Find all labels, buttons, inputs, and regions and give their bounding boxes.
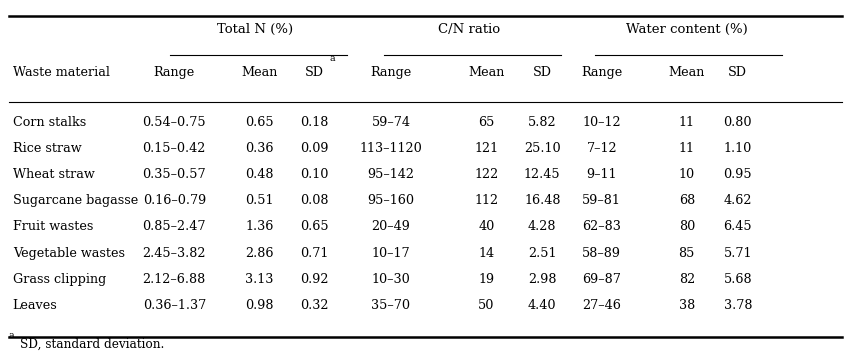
- Text: 0.71: 0.71: [300, 247, 329, 260]
- Text: Mean: Mean: [468, 66, 504, 79]
- Text: 59–81: 59–81: [582, 194, 621, 207]
- Text: 122: 122: [474, 168, 498, 181]
- Text: SD: SD: [305, 66, 324, 79]
- Text: Range: Range: [581, 66, 622, 79]
- Text: 0.85–2.47: 0.85–2.47: [143, 221, 206, 233]
- Text: 0.32: 0.32: [300, 299, 329, 312]
- Text: 14: 14: [479, 247, 494, 260]
- Text: Mean: Mean: [669, 66, 705, 79]
- Text: 0.09: 0.09: [300, 142, 329, 155]
- Text: 95–160: 95–160: [367, 194, 415, 207]
- Text: 2.51: 2.51: [528, 247, 557, 260]
- Text: 0.95: 0.95: [723, 168, 752, 181]
- Text: SD: SD: [533, 66, 552, 79]
- Text: 59–74: 59–74: [371, 116, 411, 129]
- Text: Total N (%): Total N (%): [217, 23, 293, 36]
- Text: 0.48: 0.48: [245, 168, 274, 181]
- Text: Wheat straw: Wheat straw: [13, 168, 94, 181]
- Text: 20–49: 20–49: [371, 221, 411, 233]
- Text: 12.45: 12.45: [524, 168, 561, 181]
- Text: 11: 11: [679, 142, 694, 155]
- Text: 25.10: 25.10: [524, 142, 561, 155]
- Text: 2.45–3.82: 2.45–3.82: [143, 247, 206, 260]
- Text: Range: Range: [371, 66, 411, 79]
- Text: Fruit wastes: Fruit wastes: [13, 221, 94, 233]
- Text: Sugarcane bagasse: Sugarcane bagasse: [13, 194, 138, 207]
- Text: 85: 85: [678, 247, 695, 260]
- Text: 2.12–6.88: 2.12–6.88: [143, 273, 206, 286]
- Text: SD, standard deviation.: SD, standard deviation.: [20, 338, 164, 351]
- Text: 0.80: 0.80: [723, 116, 752, 129]
- Text: 7–12: 7–12: [586, 142, 617, 155]
- Text: 38: 38: [678, 299, 695, 312]
- Text: 62–83: 62–83: [582, 221, 621, 233]
- Text: 9–11: 9–11: [586, 168, 617, 181]
- Text: a: a: [330, 54, 336, 63]
- Text: 50: 50: [478, 299, 495, 312]
- Text: C/N ratio: C/N ratio: [438, 23, 501, 36]
- Text: 10–17: 10–17: [371, 247, 411, 260]
- Text: 0.51: 0.51: [245, 194, 274, 207]
- Text: 11: 11: [679, 116, 694, 129]
- Text: Range: Range: [154, 66, 195, 79]
- Text: 0.65: 0.65: [245, 116, 274, 129]
- Text: 10–30: 10–30: [371, 273, 411, 286]
- Text: Leaves: Leaves: [13, 299, 58, 312]
- Text: 0.65: 0.65: [300, 221, 329, 233]
- Text: 0.92: 0.92: [300, 273, 329, 286]
- Text: 69–87: 69–87: [582, 273, 621, 286]
- Text: Rice straw: Rice straw: [13, 142, 82, 155]
- Text: 3.78: 3.78: [723, 299, 752, 312]
- Text: 0.15–0.42: 0.15–0.42: [143, 142, 206, 155]
- Text: 4.62: 4.62: [723, 194, 752, 207]
- Text: 2.86: 2.86: [245, 247, 274, 260]
- Text: Mean: Mean: [241, 66, 277, 79]
- Text: 0.54–0.75: 0.54–0.75: [143, 116, 206, 129]
- Text: 10: 10: [679, 168, 694, 181]
- Text: 68: 68: [678, 194, 695, 207]
- Text: 112: 112: [474, 194, 498, 207]
- Text: 4.28: 4.28: [528, 221, 557, 233]
- Text: Water content (%): Water content (%): [626, 23, 748, 36]
- Text: 19: 19: [479, 273, 494, 286]
- Text: 1.10: 1.10: [723, 142, 752, 155]
- Text: 0.10: 0.10: [300, 168, 329, 181]
- Text: Corn stalks: Corn stalks: [13, 116, 86, 129]
- Text: 5.82: 5.82: [528, 116, 557, 129]
- Text: 10–12: 10–12: [582, 116, 621, 129]
- Text: SD: SD: [728, 66, 747, 79]
- Text: 80: 80: [678, 221, 695, 233]
- Text: 27–46: 27–46: [582, 299, 621, 312]
- Text: 35–70: 35–70: [371, 299, 411, 312]
- Text: 0.36: 0.36: [245, 142, 274, 155]
- Text: 0.16–0.79: 0.16–0.79: [143, 194, 206, 207]
- Text: Vegetable wastes: Vegetable wastes: [13, 247, 125, 260]
- Text: 95–142: 95–142: [367, 168, 415, 181]
- Text: 5.68: 5.68: [723, 273, 752, 286]
- Text: 0.98: 0.98: [245, 299, 274, 312]
- Text: 40: 40: [478, 221, 495, 233]
- Text: 65: 65: [478, 116, 495, 129]
- Text: 82: 82: [678, 273, 695, 286]
- Text: a: a: [8, 331, 14, 340]
- Text: 0.36–1.37: 0.36–1.37: [143, 299, 206, 312]
- Text: 4.40: 4.40: [528, 299, 557, 312]
- Text: Waste material: Waste material: [13, 66, 110, 79]
- Text: 0.08: 0.08: [300, 194, 329, 207]
- Text: 58–89: 58–89: [582, 247, 621, 260]
- Text: 16.48: 16.48: [524, 194, 560, 207]
- Text: 0.35–0.57: 0.35–0.57: [143, 168, 206, 181]
- Text: 113–1120: 113–1120: [360, 142, 422, 155]
- Text: Grass clipping: Grass clipping: [13, 273, 106, 286]
- Text: 0.18: 0.18: [300, 116, 329, 129]
- Text: 5.71: 5.71: [723, 247, 752, 260]
- Text: 121: 121: [474, 142, 498, 155]
- Text: 6.45: 6.45: [723, 221, 752, 233]
- Text: 3.13: 3.13: [245, 273, 274, 286]
- Text: 1.36: 1.36: [245, 221, 274, 233]
- Text: 2.98: 2.98: [528, 273, 557, 286]
